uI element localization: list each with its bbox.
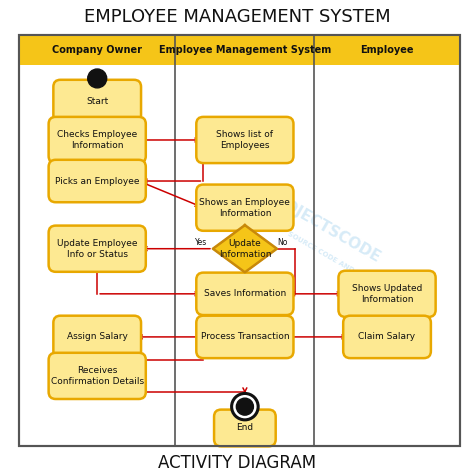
- Bar: [19, 36, 175, 65]
- FancyBboxPatch shape: [196, 316, 293, 358]
- Text: Employee Management System: Employee Management System: [159, 45, 331, 55]
- FancyBboxPatch shape: [54, 316, 141, 358]
- Circle shape: [232, 393, 258, 420]
- Text: ACTIVITY DIAGRAM: ACTIVITY DIAGRAM: [158, 454, 316, 472]
- Bar: [19, 36, 460, 446]
- FancyBboxPatch shape: [343, 316, 431, 358]
- FancyBboxPatch shape: [196, 273, 293, 315]
- Text: Start: Start: [86, 97, 109, 106]
- Text: Picks an Employee: Picks an Employee: [55, 176, 139, 185]
- Text: Update
Information: Update Information: [219, 238, 271, 259]
- FancyBboxPatch shape: [49, 160, 146, 202]
- Bar: [19, 36, 460, 446]
- Text: Shows list of
Employees: Shows list of Employees: [216, 130, 273, 150]
- FancyBboxPatch shape: [214, 410, 276, 447]
- Text: Receives
Confirmation Details: Receives Confirmation Details: [51, 366, 144, 386]
- Text: Assign Salary: Assign Salary: [67, 332, 128, 341]
- Text: Checks Employee
Information: Checks Employee Information: [57, 130, 137, 150]
- Text: SOURCE CODE AND TUTORIALS: SOURCE CODE AND TUTORIALS: [287, 231, 396, 297]
- Text: Company Owner: Company Owner: [52, 45, 142, 55]
- FancyBboxPatch shape: [54, 80, 141, 122]
- Text: Update Employee
Info or Status: Update Employee Info or Status: [57, 238, 137, 259]
- Text: Shows Updated
Information: Shows Updated Information: [352, 284, 422, 304]
- FancyBboxPatch shape: [196, 117, 293, 163]
- FancyBboxPatch shape: [196, 184, 293, 231]
- Text: Saves Information: Saves Information: [204, 289, 286, 298]
- Text: End: End: [237, 423, 254, 432]
- Bar: [175, 36, 314, 65]
- Text: Process Transaction: Process Transaction: [201, 332, 289, 341]
- Text: Yes: Yes: [195, 238, 207, 247]
- Polygon shape: [213, 225, 277, 272]
- Circle shape: [237, 398, 254, 415]
- Text: No: No: [277, 238, 288, 247]
- Bar: [314, 36, 460, 65]
- Text: Claim Salary: Claim Salary: [358, 332, 416, 341]
- Text: EMPLOYEE MANAGEMENT SYSTEM: EMPLOYEE MANAGEMENT SYSTEM: [84, 8, 390, 26]
- FancyBboxPatch shape: [338, 271, 436, 317]
- Text: PROJECTSCODE: PROJECTSCODE: [262, 187, 383, 266]
- Text: Shows an Employee
Information: Shows an Employee Information: [200, 198, 290, 218]
- FancyBboxPatch shape: [49, 353, 146, 399]
- FancyBboxPatch shape: [49, 117, 146, 163]
- FancyBboxPatch shape: [49, 226, 146, 272]
- Circle shape: [88, 69, 107, 88]
- Text: Employee: Employee: [360, 45, 414, 55]
